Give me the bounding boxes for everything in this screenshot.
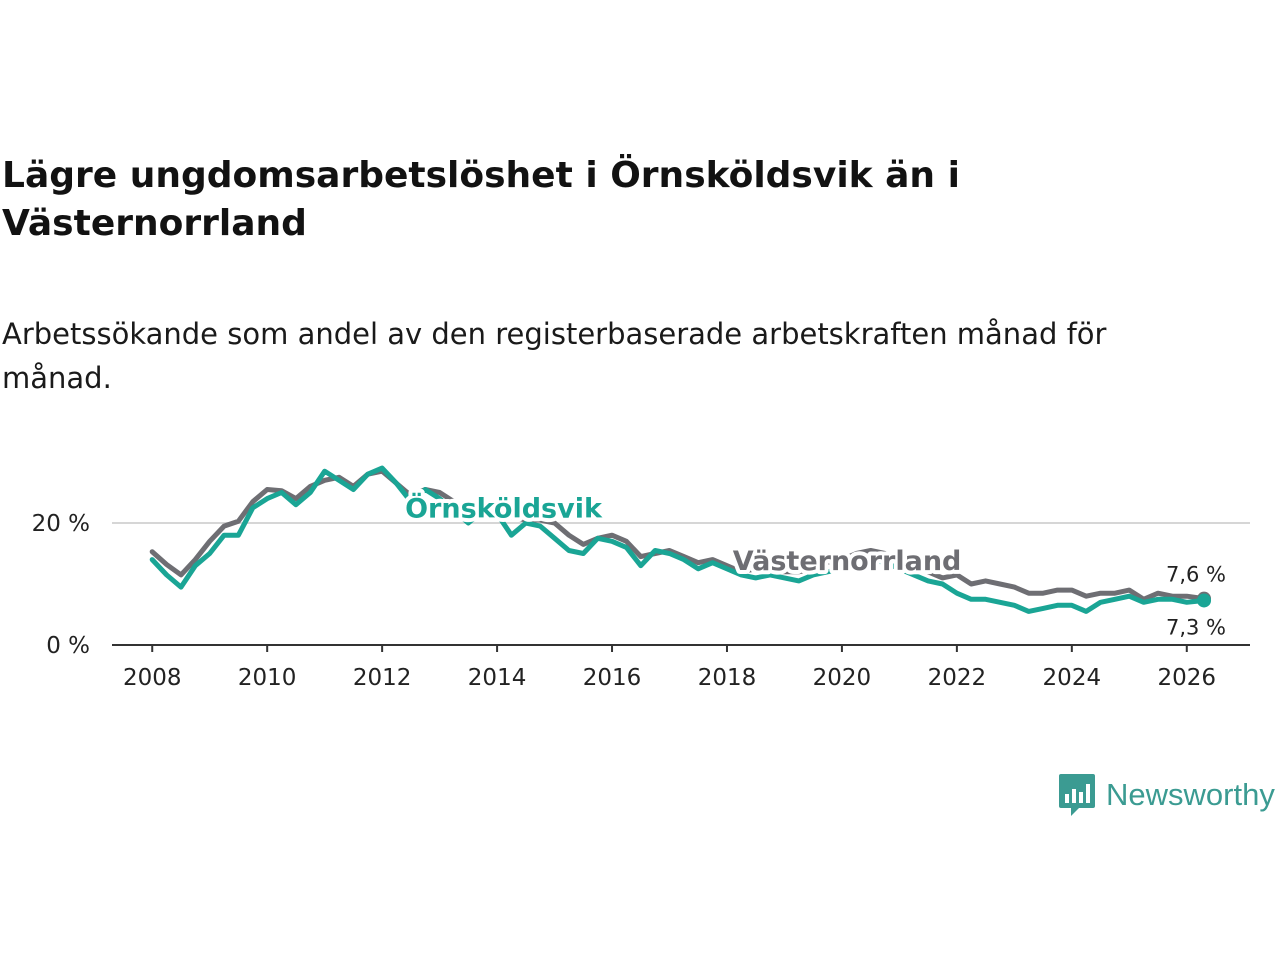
chart-title: Lägre ungdomsarbetslöshet i Örnsköldsvik… [2,155,960,244]
series-label-ornskoldsvik: Örnsköldsvik [405,492,603,525]
y-tick-label: 20 % [32,511,90,537]
y-axis-ticks: 0 % 20 % [32,511,90,659]
series-label-vasternorrland: Västernorrland [733,546,962,577]
x-tick-label: 2018 [698,665,757,691]
series-line-vasternorrland [149,468,1207,602]
x-tick-label: 2022 [928,665,987,691]
x-tick-label: 2020 [813,665,872,691]
x-tick-label: 2016 [583,665,642,691]
series-line-ornskoldsvik [149,465,1207,614]
end-label-vasternorrland: 7,6 % [1166,563,1226,587]
x-tick-label: 2008 [123,665,182,691]
y-tick-label: 0 % [46,633,90,659]
x-tick-label: 2012 [353,665,412,691]
line-chart: 0 % 20 % 2008 2010 2012 2014 2016 2018 2020 2022… [32,465,1250,691]
chart-subtitle: Arbetssökande som andel av den registerb… [2,317,1107,395]
newsworthy-logo: Newsworthy [1058,772,1275,818]
newsworthy-logo-icon [1059,774,1095,816]
x-tick-label: 2026 [1158,665,1217,691]
x-tick-label: 2014 [468,665,527,691]
x-tick-label: 2024 [1043,665,1102,691]
x-tick-label: 2010 [238,665,297,691]
series-labels: Örnsköldsvik Västernorrland 7,6 % 7,3 % [401,488,1226,640]
end-point-ornskoldsvik [1197,593,1212,608]
series-lines [149,465,1212,614]
end-label-ornskoldsvik: 7,3 % [1166,615,1226,639]
newsworthy-logo-text: Newsworthy [1106,777,1275,812]
x-axis: 2008 2010 2012 2014 2016 2018 2020 2022 2024 2026 [112,644,1250,691]
